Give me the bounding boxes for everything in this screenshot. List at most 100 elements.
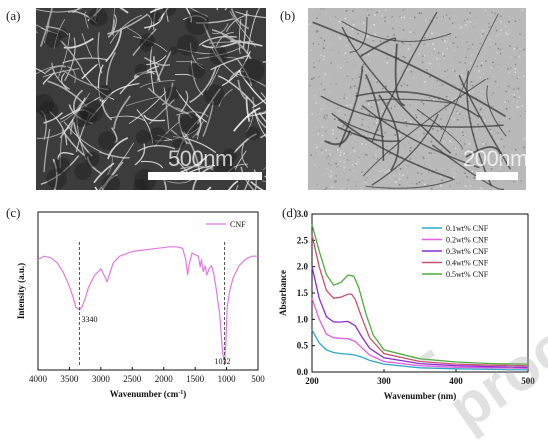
tem-grain [467, 21, 469, 23]
tem-grain [313, 43, 315, 45]
tem-grain [323, 59, 325, 61]
tem-grain [328, 44, 330, 46]
tem-grain [420, 13, 422, 15]
tem-grain [361, 143, 363, 145]
tem-grain [315, 79, 317, 81]
tem-grain [498, 87, 500, 89]
sem-fiber [159, 181, 166, 190]
tem-grain [315, 102, 317, 104]
tem-grain [509, 118, 511, 120]
tem-grain [470, 62, 472, 64]
tem-grain [384, 21, 386, 23]
tem-grain [313, 66, 315, 68]
tem-grain [340, 161, 342, 163]
tem-grain [409, 169, 411, 171]
tem-grain [453, 118, 455, 120]
tem-grain [398, 27, 400, 29]
tem-grain [373, 40, 375, 42]
tem-grain [408, 165, 410, 167]
tem-grain [434, 48, 436, 50]
tem-grain [311, 49, 313, 51]
tem-grain [332, 153, 334, 155]
tem-grain [490, 129, 492, 131]
tem-grain [368, 54, 370, 56]
tem-grain [364, 135, 366, 137]
tem-grain [402, 118, 404, 120]
tem-grain [488, 26, 490, 28]
tem-grain [422, 174, 424, 176]
tem-grain [495, 81, 497, 83]
tem-grain [318, 153, 320, 155]
tem-grain [508, 101, 510, 103]
tem-grain [335, 83, 337, 85]
y-tick-label: 2.5 [297, 235, 309, 245]
tem-grain [492, 105, 494, 107]
tem-grain [376, 147, 378, 149]
tem-grain [433, 99, 435, 101]
tem-fiber [360, 38, 395, 56]
tem-grain [489, 138, 491, 140]
tem-grain [330, 165, 332, 167]
tem-grain [403, 43, 405, 45]
tem-grain [340, 154, 342, 156]
tem-grain [400, 168, 402, 170]
tem-grain [335, 171, 337, 173]
tem-grain [316, 31, 318, 32]
tem-grain [480, 43, 482, 45]
sem-fiber [151, 46, 155, 93]
tem-grain [350, 105, 352, 107]
tem-grain [376, 81, 378, 83]
tem-grain [348, 189, 350, 190]
tem-grain [508, 17, 510, 19]
tem-grain [500, 34, 502, 36]
tem-grain [499, 64, 501, 66]
tem-grain [408, 82, 410, 84]
tem-grain [404, 121, 406, 123]
tem-grain [365, 154, 367, 156]
tem-grain [326, 187, 328, 189]
tem-grain [404, 145, 406, 147]
tem-grain [432, 24, 434, 26]
tem-grain [514, 96, 516, 98]
tem-grain [321, 8, 323, 10]
sem-fiber [125, 27, 141, 39]
tem-grain [443, 57, 445, 59]
tem-grain [316, 153, 318, 155]
tem-grain [472, 27, 474, 29]
tem-grain [510, 67, 512, 69]
tem-grain [437, 130, 439, 132]
tem-grain [335, 149, 337, 151]
tem-grain [334, 156, 336, 158]
tem-grain [350, 88, 352, 90]
tem-grain [457, 46, 459, 48]
tem-grain [399, 16, 401, 17]
tem-grain [413, 77, 415, 79]
sem-pore [135, 64, 148, 77]
tem-grain [332, 130, 334, 132]
tem-grain [417, 119, 419, 121]
tem-grain [324, 189, 325, 190]
sem-pore [170, 46, 178, 54]
sem-pore [179, 114, 200, 135]
tem-grain [454, 57, 456, 59]
tem-grain [336, 166, 338, 168]
tem-grain [318, 76, 320, 78]
tem-grain [454, 173, 456, 175]
panel-label-b: (b) [280, 8, 295, 24]
tem-grain [447, 169, 449, 171]
tem-grain [495, 43, 497, 45]
tem-grain [339, 38, 341, 40]
tem-grain [386, 62, 388, 64]
tem-grain [330, 69, 332, 71]
scale-bar-label-a: 500nm [168, 146, 233, 172]
tem-grain [323, 8, 325, 10]
tem-grain [330, 62, 332, 64]
tem-grain [443, 141, 445, 143]
tem-grain [423, 133, 425, 135]
tem-grain [355, 181, 357, 183]
tem-grain [521, 105, 523, 107]
tem-grain [472, 184, 474, 186]
tem-grain [344, 161, 346, 163]
tem-grain [329, 108, 331, 110]
sem-fiber [114, 96, 130, 129]
